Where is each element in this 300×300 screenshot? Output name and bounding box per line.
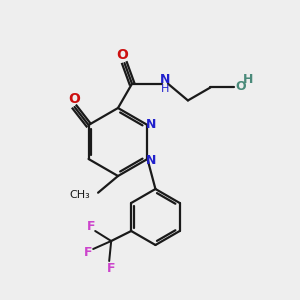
Text: F: F (84, 245, 92, 259)
Text: N: N (160, 73, 170, 86)
Text: F: F (107, 262, 116, 275)
Text: H: H (243, 73, 254, 86)
Text: N: N (146, 118, 157, 130)
Text: H: H (161, 84, 169, 94)
Text: O: O (116, 48, 128, 62)
Text: CH₃: CH₃ (69, 190, 90, 200)
Text: F: F (87, 220, 95, 233)
Text: O: O (235, 80, 246, 93)
Text: N: N (146, 154, 157, 166)
Text: O: O (69, 92, 80, 106)
